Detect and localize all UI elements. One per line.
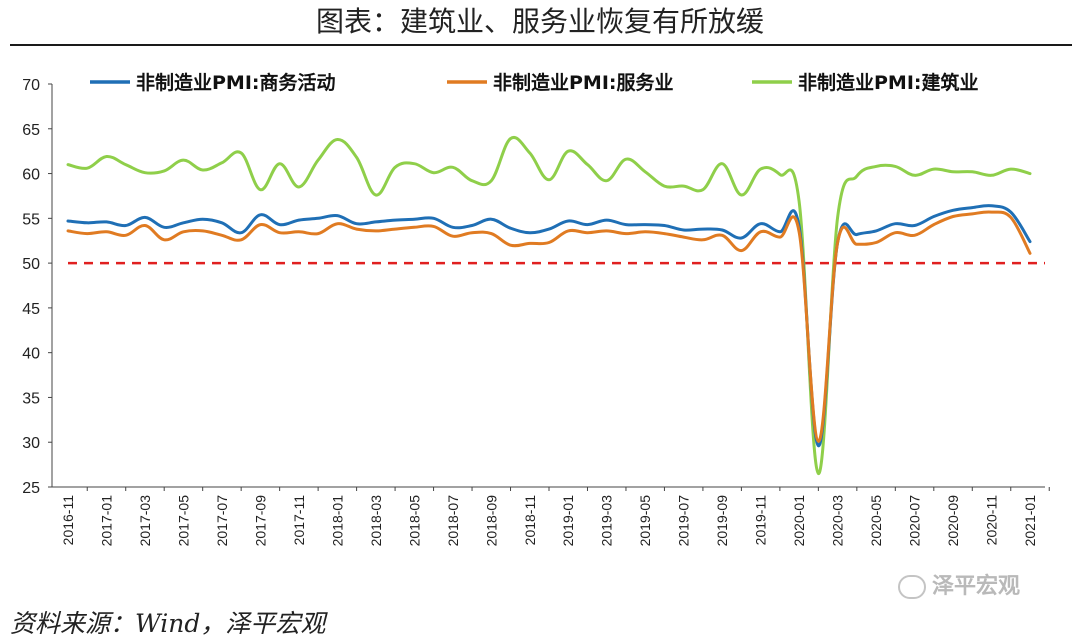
y-axis-ticks: 25 30 35 40 45 50 55 60 65 70 (22, 77, 52, 497)
x-tick-label: 2017-09 (252, 495, 268, 547)
series-lines (66, 135, 1032, 476)
x-tick-label: 2019-05 (637, 495, 653, 547)
legend: 非制造业PMI:商务活动 非制造业PMI:服务业 非制造业PMI:建筑业 (90, 71, 979, 94)
x-tick-label: 2019-01 (560, 495, 576, 547)
legend-label-1: 非制造业PMI:服务业 (493, 71, 674, 94)
x-tick-label: 2017-11 (291, 495, 307, 546)
series-line-1 (66, 210, 1032, 443)
x-tick-label: 2018-03 (368, 495, 384, 547)
x-tick-label: 2016-11 (60, 495, 76, 546)
x-tick-label: 2017-03 (137, 495, 153, 547)
y-tick-label: 45 (22, 301, 40, 318)
x-tick-label: 2018-07 (445, 495, 461, 547)
y-tick-label: 40 (22, 346, 40, 363)
legend-label-0: 非制造业PMI:商务活动 (136, 71, 336, 94)
series-line-2 (66, 135, 1032, 476)
x-tick-label: 2017-01 (98, 495, 114, 547)
chart-title: 图表：建筑业、服务业恢复有所放缓 (315, 5, 764, 38)
x-tick-label: 2019-03 (599, 495, 615, 547)
x-tick-label: 2019-07 (676, 495, 692, 547)
legend-label-2: 非制造业PMI:建筑业 (798, 71, 979, 94)
source-note: 资料来源：Wind，泽平宏观 (10, 609, 326, 638)
x-tick-label: 2020-09 (945, 495, 961, 547)
x-tick-label: 2018-05 (406, 495, 422, 547)
watermark-text: 泽平宏观 (932, 574, 1021, 599)
x-tick-label: 2017-07 (214, 495, 230, 547)
watermark: 泽平宏观 (898, 568, 1020, 600)
x-tick-label: 2020-07 (907, 495, 923, 547)
y-tick-label: 65 (22, 122, 40, 139)
x-tick-label: 2018-11 (522, 495, 538, 546)
series-line-0 (66, 204, 1032, 448)
x-tick-label: 2017-05 (175, 495, 191, 547)
x-tick-label: 2020-03 (830, 495, 846, 547)
x-tick-label: 2019-09 (714, 495, 730, 547)
x-tick-label: 2019-11 (753, 495, 769, 546)
x-tick-label: 2018-09 (483, 495, 499, 547)
y-tick-label: 50 (22, 256, 40, 273)
y-tick-label: 30 (22, 435, 40, 452)
x-tick-label: 2021-01 (1022, 495, 1038, 547)
y-tick-label: 35 (22, 390, 40, 407)
x-tick-label: 2020-05 (868, 495, 884, 547)
x-tick-label: 2020-01 (791, 495, 807, 547)
wechat-icon (898, 575, 926, 599)
y-tick-label: 60 (22, 167, 40, 184)
x-tick-label: 2020-11 (984, 495, 1000, 546)
y-tick-label: 70 (22, 77, 40, 94)
title-underline (10, 44, 1072, 46)
y-tick-label: 55 (22, 211, 40, 228)
x-tick-label: 2018-01 (329, 495, 345, 547)
x-axis-ticks: 2016-11 2017-01 2017-03 2017-05 2017-07 2017-… (60, 487, 1050, 547)
axes (51, 84, 1045, 488)
pmi-line-chart: 25 30 35 40 45 50 55 60 65 70 2016-11 2017-01 2017-… (22, 71, 1050, 547)
y-tick-label: 25 (22, 480, 40, 497)
